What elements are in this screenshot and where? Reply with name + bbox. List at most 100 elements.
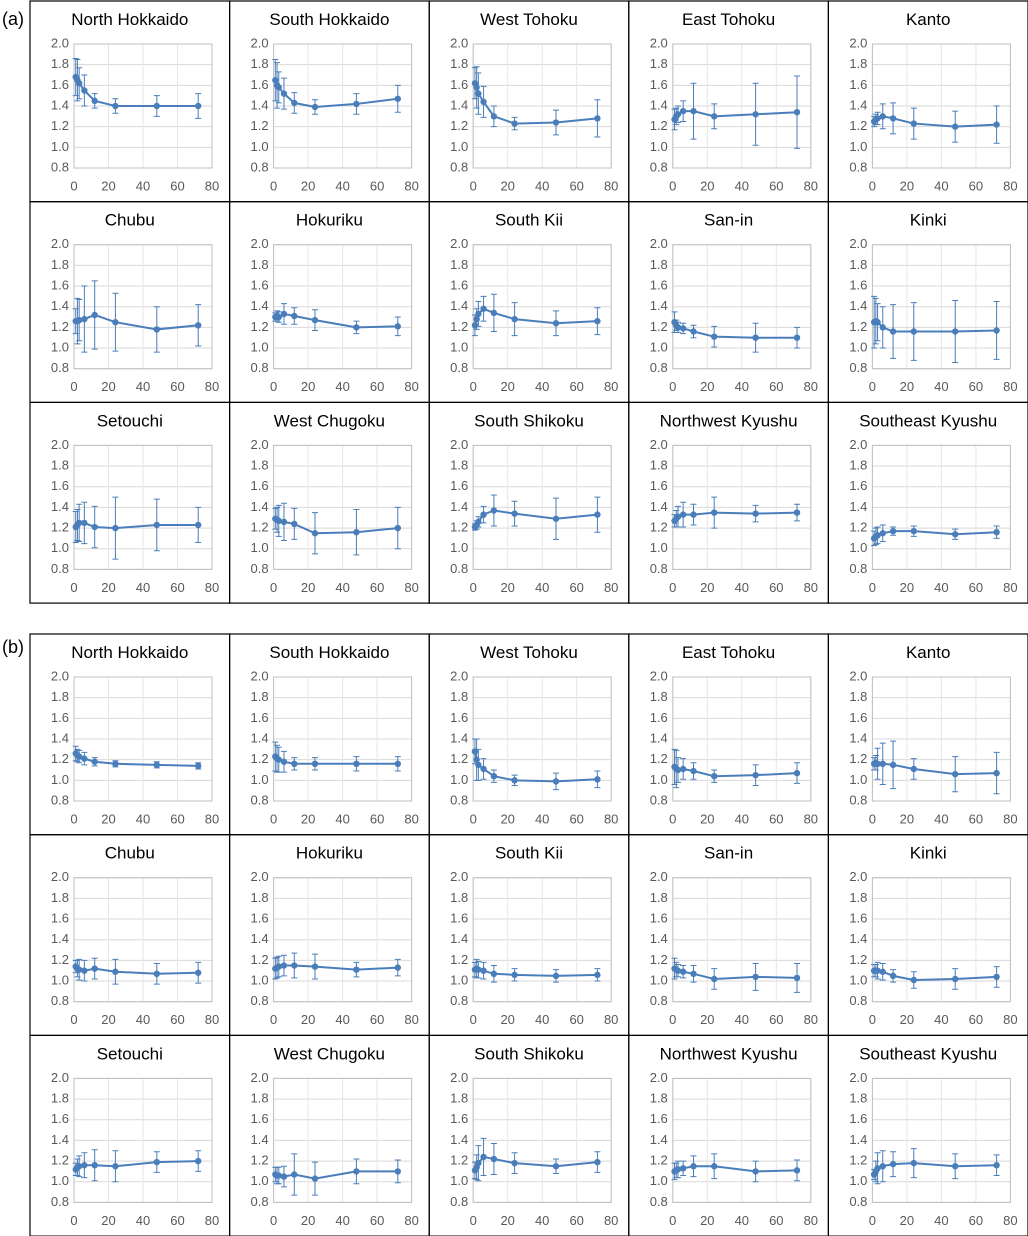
y-tick-label: 0.8 <box>650 792 668 807</box>
data-point <box>952 531 959 538</box>
data-point <box>195 969 202 976</box>
y-tick-label: 1.0 <box>849 139 867 154</box>
plot-frame <box>73 1077 213 1203</box>
x-tick-label: 60 <box>769 379 783 394</box>
data-point <box>711 113 718 120</box>
x-tick-label: 80 <box>804 580 818 595</box>
y-tick-label: 1.2 <box>450 319 468 334</box>
chart-title: South Shikoku <box>474 1044 584 1063</box>
y-tick-label: 1.6 <box>450 910 468 925</box>
y-tick-label: 1.0 <box>849 1173 867 1188</box>
panel-label: (b) <box>2 637 24 657</box>
data-point <box>475 966 482 973</box>
data-point <box>511 971 518 979</box>
data-point <box>280 758 288 765</box>
data-point <box>291 1171 298 1178</box>
x-tick-label: 0 <box>869 580 876 595</box>
y-tick-label: 0.8 <box>650 360 668 375</box>
y-tick-label: 1.0 <box>51 972 69 987</box>
data-point <box>75 519 83 527</box>
plot-frame <box>472 1077 612 1203</box>
x-tick-label: 80 <box>804 811 818 826</box>
data-point <box>594 115 601 122</box>
x-tick-label: 60 <box>170 379 184 394</box>
y-tick-label: 0.8 <box>251 360 269 375</box>
y-tick-label: 2.0 <box>251 1070 269 1085</box>
x-tick-label: 20 <box>301 811 315 826</box>
data-point <box>291 99 298 107</box>
chart-title: Kanto <box>906 10 950 29</box>
x-tick-label: 40 <box>934 580 948 595</box>
y-tick-label: 0.8 <box>51 360 69 375</box>
chart-title: North Hokkaido <box>71 10 188 29</box>
y-tick-label: 1.2 <box>51 118 69 133</box>
plot-frame <box>73 43 213 169</box>
y-tick-label: 1.0 <box>251 139 269 154</box>
y-tick-label: 1.2 <box>849 520 867 535</box>
x-tick-label: 0 <box>669 178 676 193</box>
chart-title: Chubu <box>105 844 155 863</box>
data-point <box>275 313 282 321</box>
x-tick-label: 20 <box>700 580 714 595</box>
data-point <box>473 84 480 91</box>
data-point <box>490 113 498 120</box>
x-tick-label: 0 <box>70 811 77 826</box>
data-point <box>112 760 119 767</box>
y-tick-label: 1.4 <box>251 730 269 745</box>
data-point <box>280 310 288 318</box>
plot-frame <box>73 444 213 570</box>
y-tick-label: 1.6 <box>849 77 867 92</box>
data-point <box>594 1158 601 1166</box>
plot-frame <box>672 1077 812 1203</box>
data-point <box>874 1165 881 1172</box>
x-tick-label: 40 <box>934 379 948 394</box>
data-point <box>552 972 560 980</box>
data-point <box>879 760 886 767</box>
x-tick-label: 0 <box>70 178 77 193</box>
data-point <box>679 968 687 975</box>
chart-title: South Kii <box>495 844 563 863</box>
plot-frame <box>871 244 1011 370</box>
x-tick-label: 60 <box>769 811 783 826</box>
data-point <box>311 963 319 970</box>
y-tick-label: 1.0 <box>650 1173 668 1188</box>
y-tick-label: 1.4 <box>849 298 867 313</box>
x-tick-label: 80 <box>205 1012 219 1027</box>
y-tick-label: 1.2 <box>650 952 668 967</box>
plot-frame <box>672 444 812 570</box>
data-point <box>91 965 98 972</box>
x-tick-label: 80 <box>1003 178 1017 193</box>
y-tick-label: 1.2 <box>51 319 69 334</box>
data-point <box>952 770 959 778</box>
data-point <box>993 973 1000 981</box>
data-point <box>679 1165 687 1172</box>
x-tick-label: 60 <box>969 178 983 193</box>
data-point <box>793 769 801 777</box>
y-tick-label: 1.8 <box>251 458 269 473</box>
x-tick-label: 80 <box>604 811 618 826</box>
x-tick-label: 20 <box>101 580 115 595</box>
data-point <box>952 123 959 130</box>
data-point <box>394 1168 401 1175</box>
data-point <box>353 100 360 108</box>
x-tick-label: 80 <box>205 1213 219 1228</box>
cell-border <box>827 1034 1028 1236</box>
chart-title: West Chugoku <box>274 411 385 430</box>
data-point <box>91 758 98 765</box>
chart-title: South Kii <box>495 211 563 230</box>
x-tick-label: 40 <box>934 178 948 193</box>
data-point <box>490 309 498 317</box>
data-point <box>475 1159 482 1167</box>
data-point <box>394 760 401 767</box>
y-tick-label: 1.8 <box>251 890 269 905</box>
data-point <box>280 962 288 969</box>
data-point <box>280 518 288 526</box>
x-tick-label: 0 <box>470 811 477 826</box>
y-tick-label: 1.0 <box>51 139 69 154</box>
y-tick-label: 1.4 <box>450 298 468 313</box>
chart-title: West Tohoku <box>480 643 578 662</box>
x-tick-label: 80 <box>604 1012 618 1027</box>
y-tick-label: 0.8 <box>450 561 468 576</box>
data-point <box>752 334 759 341</box>
x-tick-label: 60 <box>170 178 184 193</box>
